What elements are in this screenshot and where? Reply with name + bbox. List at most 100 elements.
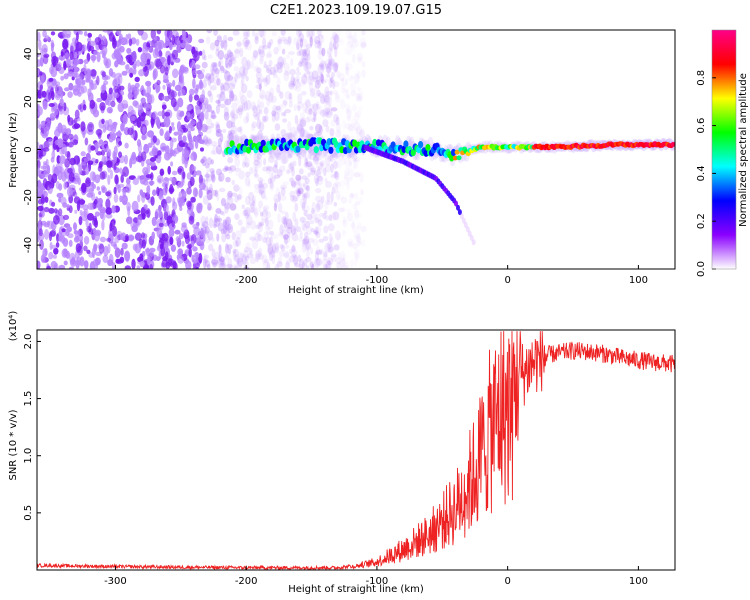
noise-dot [217,222,224,232]
noise-dot [60,196,67,205]
noise-dot [305,225,313,235]
noise-dot [242,64,246,73]
noise-dot [252,111,258,118]
noise-dot [43,126,48,137]
noise-dot [180,225,188,233]
noise-dot [333,244,340,251]
noise-dot [212,262,218,268]
noise-dot [72,37,78,44]
noise-dot [225,63,231,69]
noise-dot [361,61,366,68]
noise-dot [265,211,272,219]
noise-dot [229,129,236,135]
noise-dot [320,96,326,104]
noise-dot [130,154,137,165]
noise-dot [297,187,304,195]
noise-dot [192,187,198,198]
noise-dot [127,206,131,217]
noise-dot [205,163,211,172]
noise-dot [325,94,333,106]
noise-dot [335,262,341,269]
noise-dot [333,171,339,178]
noise-dot [215,121,220,129]
carrier-mark [403,140,409,148]
noise-dot [325,111,329,119]
noise-dot [291,166,295,177]
noise-dot [318,125,324,135]
noise-dot [140,52,148,63]
noise-dot [89,145,96,151]
noise-dot [262,166,269,172]
noise-dot [150,30,156,40]
carrier-mark [258,145,264,153]
noise-dot [101,219,105,231]
noise-dot [356,126,363,135]
noise-dot [290,177,296,187]
noise-dot [212,223,217,229]
x-tick-label: 100 [629,576,648,587]
noise-dot [245,195,251,205]
noise-dot [301,201,306,211]
noise-dot [280,30,286,36]
noise-dot [129,84,137,91]
noise-dot [217,217,223,222]
noise-dot [262,205,270,211]
noise-dot [38,228,43,237]
y-tick-label: 2.0 [23,333,34,349]
noise-dot [190,196,196,203]
noise-dot [330,191,334,203]
noise-dot [291,245,296,253]
noise-dot [267,243,274,255]
noise-dot [262,45,269,50]
noise-dot [253,152,259,163]
noise-dot [218,244,222,253]
noise-dot [273,63,279,73]
noise-dot [301,261,305,269]
noise-dot [113,152,117,164]
noise-dot [296,123,303,134]
noise-dot [294,218,299,228]
noise-dot [56,233,60,243]
noise-dot [334,180,341,187]
noise-dot [305,153,308,162]
noise-dot [68,239,73,247]
noise-dot [295,30,302,38]
noise-dot [209,183,213,194]
noise-dot [152,68,158,79]
noise-dot [244,162,250,168]
noise-dot [237,72,243,78]
noise-dot [85,78,90,83]
noise-dot [211,248,216,258]
noise-dot [148,180,155,186]
noise-dot [353,251,358,258]
colorbar-tick-label: 0.4 [696,165,707,181]
noise-dot [243,116,249,124]
noise-dot [255,71,262,80]
noise-dot [190,61,196,69]
noise-dot [328,103,332,113]
noise-dot [245,75,249,82]
noise-dot [213,217,221,227]
noise-dot [323,77,329,83]
noise-dot [198,252,203,264]
noise-dot [301,175,308,180]
noise-dot [221,211,226,217]
noise-dot [215,208,222,214]
noise-dot [107,174,111,186]
noise-dot [277,36,281,45]
noise-dot [271,31,277,37]
noise-dot [223,82,230,92]
noise-dot [192,246,198,252]
noise-dot [204,100,209,110]
noise-dot [39,71,43,76]
noise-dot [280,154,287,165]
noise-dot [158,178,162,183]
noise-dot [244,207,251,217]
noise-dot [227,190,233,198]
branch-mark [461,217,466,224]
noise-dot [256,67,262,74]
noise-dot [237,219,243,226]
noise-dot [259,101,265,109]
noise-dot [226,74,233,81]
